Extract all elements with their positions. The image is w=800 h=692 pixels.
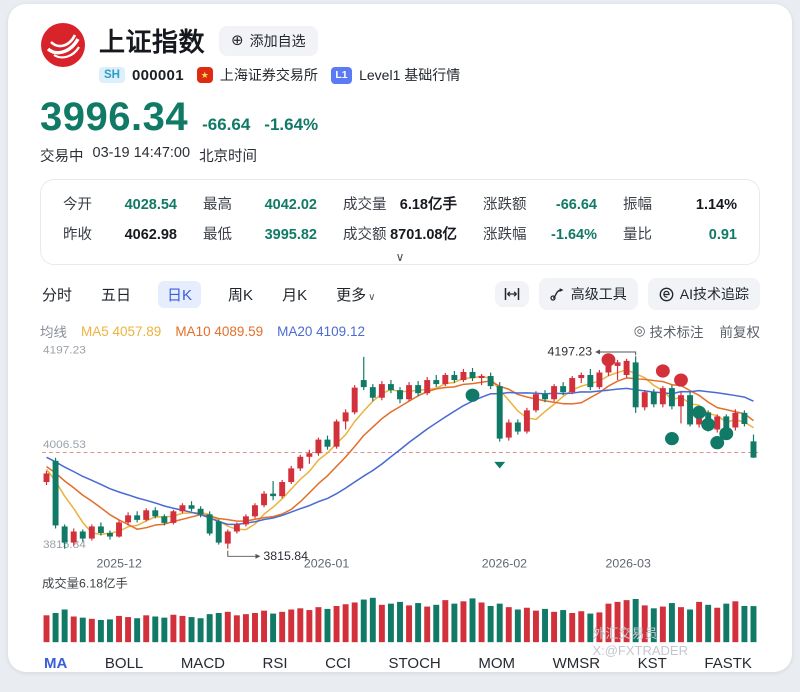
ma-legend-title: 均线 — [40, 325, 67, 340]
level-text: Level1 基础行情 — [359, 67, 461, 83]
indicator-tab-WMSR[interactable]: WMSR — [552, 655, 601, 672]
nodes-path-icon — [550, 288, 564, 301]
main-chart: 4197.234006.533815.843815.844197.232025-… — [41, 345, 759, 643]
period-tab-更多[interactable]: 更多 ∨ — [336, 286, 376, 304]
annotation-toggle[interactable]: ◎ 技术标注 — [633, 323, 704, 340]
period-tab-日K[interactable]: 日K — [158, 280, 202, 308]
stat-label: 量比 — [623, 227, 652, 243]
stat-value: 4028.54 — [124, 197, 177, 213]
ma-legend: 均线 MA5 4057.89 MA10 4089.59 MA20 4109.12… — [40, 321, 760, 341]
stat-label: 涨跌额 — [483, 197, 527, 213]
stat-cell: 最高 4042.02 — [203, 193, 317, 214]
stat-label: 最高 — [203, 197, 232, 213]
indicator-tabs: MA BOLL MACD RSI CCI STOCH MOM WMSR KST FASTK — [40, 655, 760, 672]
period-tab-五日[interactable]: 五日 — [101, 286, 132, 304]
x-axis-label: 2025-12 — [97, 557, 143, 571]
stat-value: 1.14% — [695, 197, 737, 213]
stock-quote-card: 上证指数 ⊕ 添加自选 SH 000001 ★ 上海证券交易所 L1 Level… — [8, 4, 792, 672]
x-axis-label: 2026-02 — [482, 557, 528, 571]
last-price: 3996.34 — [40, 95, 189, 139]
stat-label: 涨跌幅 — [483, 227, 527, 243]
period-tabs: 分时 五日 日K 周K 月K 更多 ∨ — [40, 280, 377, 308]
indicator-tab-MACD[interactable]: MACD — [180, 655, 225, 672]
svg-text:3815.84: 3815.84 — [263, 549, 308, 563]
add-watchlist-button[interactable]: ⊕ 添加自选 — [219, 25, 318, 56]
exchange-badge: SH — [99, 67, 125, 83]
fit-width-button[interactable] — [494, 281, 529, 307]
stat-value: 3995.82 — [264, 227, 317, 243]
indicator-tab-RSI[interactable]: RSI — [262, 655, 288, 672]
stat-value: 8701.08亿 — [390, 227, 457, 243]
stat-label: 成交额 — [343, 227, 387, 243]
chart-toolbar: 分时 五日 日K 周K 月K 更多 ∨ 高级工具 — [40, 278, 760, 310]
target-circle-icon: ◎ — [633, 323, 646, 338]
period-tab-周K[interactable]: 周K — [228, 286, 254, 304]
indicator-tab-MA[interactable]: MA — [44, 655, 68, 672]
advanced-tools-button[interactable]: 高级工具 — [538, 278, 638, 310]
stat-cell: 振幅 1.14% — [623, 193, 737, 214]
market-status-row: 交易中 03-19 14:47:00 北京时间 — [40, 145, 760, 166]
stat-cell: 最低 3995.82 — [203, 223, 317, 244]
y-axis-label: 4006.53 — [43, 439, 86, 451]
volume-label: 成交量6.18亿手 — [42, 576, 128, 591]
ma10-legend-value: MA10 4089.59 — [175, 323, 264, 339]
stat-value: 4062.98 — [124, 227, 177, 243]
stat-cell: 成交量 6.18亿手 — [343, 193, 457, 214]
stat-label: 最低 — [203, 227, 232, 243]
stat-value: 4042.02 — [264, 197, 317, 213]
period-tab-月K[interactable]: 月K — [282, 286, 308, 304]
market-status: 交易中 — [40, 149, 84, 165]
stat-cell: 涨跌额 -66.64 — [483, 193, 597, 214]
stat-value: -1.64% — [551, 227, 597, 243]
stats-expand-chevron-icon[interactable]: ∨ — [395, 250, 405, 264]
chart-area[interactable]: 4197.234006.533815.843815.844197.232025-… — [40, 343, 760, 650]
expand-horizontal-icon — [504, 288, 520, 300]
svg-text:4197.23: 4197.23 — [547, 345, 592, 359]
ma5-legend-value: MA5 4057.89 — [81, 323, 162, 339]
x-axis-label: 2026-01 — [304, 557, 350, 571]
stats-panel: 今开 4028.54 最高 4042.02 成交量 6.18亿手 涨跌额 -66.64 振幅 1.… — [40, 179, 760, 265]
stat-label: 今开 — [63, 197, 92, 213]
stat-label: 昨收 — [63, 227, 92, 243]
price-row: 3996.34 -66.64 -1.64% — [40, 95, 760, 140]
y-axis-label: 4197.23 — [43, 345, 86, 357]
indicator-tab-KST[interactable]: KST — [637, 655, 667, 672]
circle-plus-icon: ⊕ — [231, 32, 244, 49]
level1-badge: L1 — [330, 66, 353, 84]
page-title: 上证指数 — [99, 27, 206, 57]
symbol-meta-row: SH 000001 ★ 上海证券交易所 L1 Level1 基础行情 — [99, 65, 760, 85]
stat-cell: 成交额 8701.08亿 — [343, 223, 457, 244]
stat-cell: 今开 4028.54 — [63, 193, 177, 214]
indicator-tab-BOLL[interactable]: BOLL — [104, 655, 144, 672]
china-flag-icon: ★ — [196, 67, 213, 83]
indicator-tab-MOM[interactable]: MOM — [478, 655, 515, 672]
period-tab-分时[interactable]: 分时 — [42, 286, 73, 304]
stat-value: 6.18亿手 — [399, 197, 457, 213]
exchange-name: 上海证券交易所 — [219, 67, 318, 83]
stat-cell: 涨跌幅 -1.64% — [483, 223, 597, 244]
header: 上证指数 ⊕ 添加自选 SH 000001 ★ 上海证券交易所 L1 Level… — [40, 22, 760, 85]
stat-value: -66.64 — [555, 197, 597, 213]
indicator-tab-CCI[interactable]: CCI — [325, 655, 351, 672]
ma20-legend-value: MA20 4109.12 — [277, 323, 365, 339]
price-change: -66.64 — [202, 115, 251, 134]
symbol-code: 000001 — [131, 66, 184, 84]
tool-buttons: 高级工具 AI技术追踪 — [494, 278, 760, 310]
sse-logo — [40, 22, 86, 73]
stat-label: 成交量 — [343, 197, 387, 213]
stat-cell: 昨收 4062.98 — [63, 223, 177, 244]
chevron-down-icon: ∨ — [368, 291, 376, 303]
indicator-tab-FASTK[interactable]: FASTK — [704, 655, 752, 672]
price-change-percent: -1.64% — [264, 115, 319, 134]
ai-scan-icon — [659, 287, 674, 301]
stat-label: 振幅 — [623, 197, 652, 213]
price-adjust-mode[interactable]: 前复权 — [719, 325, 761, 340]
stat-cell: 量比 0.91 — [623, 223, 737, 244]
indicator-tab-STOCH[interactable]: STOCH — [388, 655, 441, 672]
quote-datetime: 03-19 14:47:00 — [92, 145, 191, 161]
ai-track-button[interactable]: AI技术追踪 — [647, 278, 760, 310]
quote-timezone: 北京时间 — [199, 149, 258, 165]
stat-value: 0.91 — [708, 227, 737, 243]
x-axis-label: 2026-03 — [606, 557, 652, 571]
